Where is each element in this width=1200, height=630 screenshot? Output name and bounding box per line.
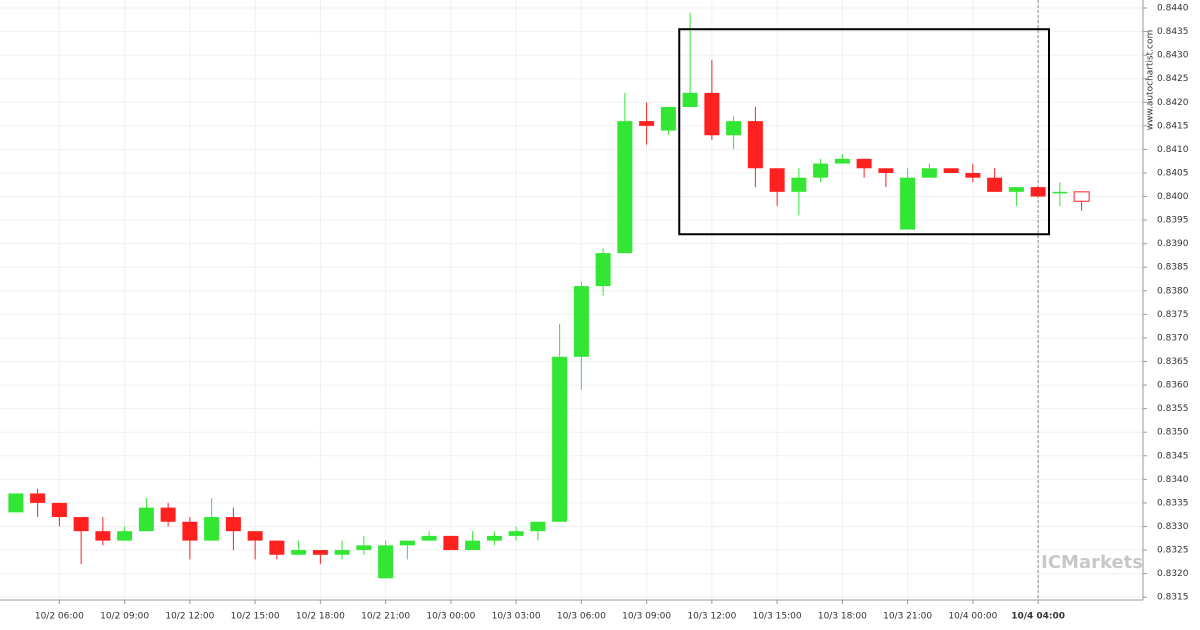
candle-body [1030, 187, 1046, 197]
y-tick-label: 0.8350 [1157, 428, 1189, 438]
candle-body [639, 121, 655, 126]
candle-body [247, 531, 263, 541]
candle-body [813, 163, 829, 178]
candle-body [508, 531, 524, 536]
candle-body [769, 168, 785, 192]
candle-body [8, 493, 24, 513]
x-tick-label: 10/2 12:00 [165, 612, 214, 622]
y-tick-label: 0.8335 [1157, 498, 1189, 508]
candle-body [356, 545, 372, 551]
candle-body [747, 121, 763, 169]
y-tick-label: 0.8360 [1157, 381, 1189, 391]
x-tick-label: 10/2 09:00 [100, 612, 149, 622]
y-tick-label: 0.8400 [1157, 192, 1189, 202]
candle-body [1052, 191, 1068, 194]
candle-body [791, 177, 807, 192]
candle-body [617, 121, 633, 254]
y-tick-label: 0.8355 [1157, 404, 1189, 414]
candle-body [965, 172, 981, 178]
brand-logo: ICMarkets [1041, 552, 1143, 573]
candle-body [399, 540, 415, 546]
candle-body [182, 521, 198, 541]
x-tick-label: 10/3 21:00 [883, 612, 932, 622]
candle-body [1008, 187, 1024, 192]
candle-body [486, 535, 502, 541]
y-tick-label: 0.8430 [1157, 51, 1189, 61]
x-tick-label: 10/2 21:00 [361, 612, 410, 622]
candle-body [465, 540, 481, 551]
x-tick-label: 10/3 15:00 [753, 612, 802, 622]
candle-body [225, 517, 241, 532]
y-tick-label: 0.8375 [1157, 310, 1189, 320]
y-tick-label: 0.8425 [1157, 74, 1189, 84]
candle-body [160, 507, 176, 522]
y-tick-label: 0.8390 [1157, 239, 1189, 249]
x-tick-label: 10/2 18:00 [296, 612, 345, 622]
candle-body [291, 550, 307, 555]
candle-body [530, 521, 546, 532]
candle-body [138, 507, 154, 532]
candle-body [312, 550, 328, 555]
y-tick-label: 0.8370 [1157, 333, 1189, 343]
y-tick-label: 0.8315 [1157, 593, 1189, 603]
x-tick-label: 10/2 06:00 [35, 612, 84, 622]
candle-body [595, 253, 611, 287]
candle-body [552, 356, 568, 522]
candle-body [1073, 191, 1090, 202]
candle-body [704, 92, 720, 136]
candle-body [878, 168, 894, 173]
candle-body [921, 168, 937, 178]
candle-body [73, 517, 89, 532]
pattern-box [678, 28, 1050, 236]
candle-body [421, 535, 437, 541]
candle-body [95, 531, 111, 541]
candle-body [334, 550, 350, 555]
candle-body [269, 540, 285, 555]
x-tick-label: 10/4 04:00 [1011, 612, 1065, 622]
candle-body [117, 531, 133, 541]
x-tick-label: 10/3 18:00 [818, 612, 867, 622]
candle-body [51, 502, 67, 518]
candle-body [987, 177, 1003, 192]
candle-body [204, 517, 220, 541]
y-tick-label: 0.8385 [1157, 263, 1189, 273]
candle-body [726, 121, 742, 136]
y-tick-label: 0.8325 [1157, 546, 1189, 556]
candle-body [900, 177, 916, 230]
y-tick-label: 0.8415 [1157, 121, 1189, 131]
x-tick-label: 10/3 00:00 [426, 612, 475, 622]
candle-body [30, 493, 46, 503]
y-tick-label: 0.8420 [1157, 98, 1189, 108]
y-tick-label: 0.8405 [1157, 168, 1189, 178]
candle-body [573, 286, 589, 357]
watermark: www.autochartist.com [1146, 30, 1156, 131]
candle-body [443, 535, 459, 551]
candle-body [378, 545, 394, 579]
x-tick-label: 10/2 15:00 [231, 612, 280, 622]
candle-body [856, 158, 872, 169]
x-tick-label: 10/3 09:00 [622, 612, 671, 622]
y-tick-label: 0.8365 [1157, 357, 1189, 367]
y-tick-label: 0.8380 [1157, 286, 1189, 296]
candle-body [682, 92, 698, 107]
y-tick-label: 0.8330 [1157, 522, 1189, 532]
y-tick-label: 0.8440 [1157, 4, 1189, 14]
candle-body [660, 106, 676, 131]
x-tick-label: 10/3 03:00 [492, 612, 541, 622]
y-tick-label: 0.8435 [1157, 27, 1189, 37]
y-tick-label: 0.8345 [1157, 451, 1189, 461]
y-tick-label: 0.8340 [1157, 475, 1189, 485]
candle-body [834, 158, 850, 164]
y-tick-label: 0.8410 [1157, 145, 1189, 155]
y-tick-label: 0.8320 [1157, 569, 1189, 579]
candle-body [943, 168, 959, 173]
x-tick-label: 10/4 00:00 [948, 612, 997, 622]
y-tick-label: 0.8395 [1157, 216, 1189, 226]
x-tick-label: 10/3 12:00 [687, 612, 736, 622]
x-tick-label: 10/3 06:00 [557, 612, 606, 622]
